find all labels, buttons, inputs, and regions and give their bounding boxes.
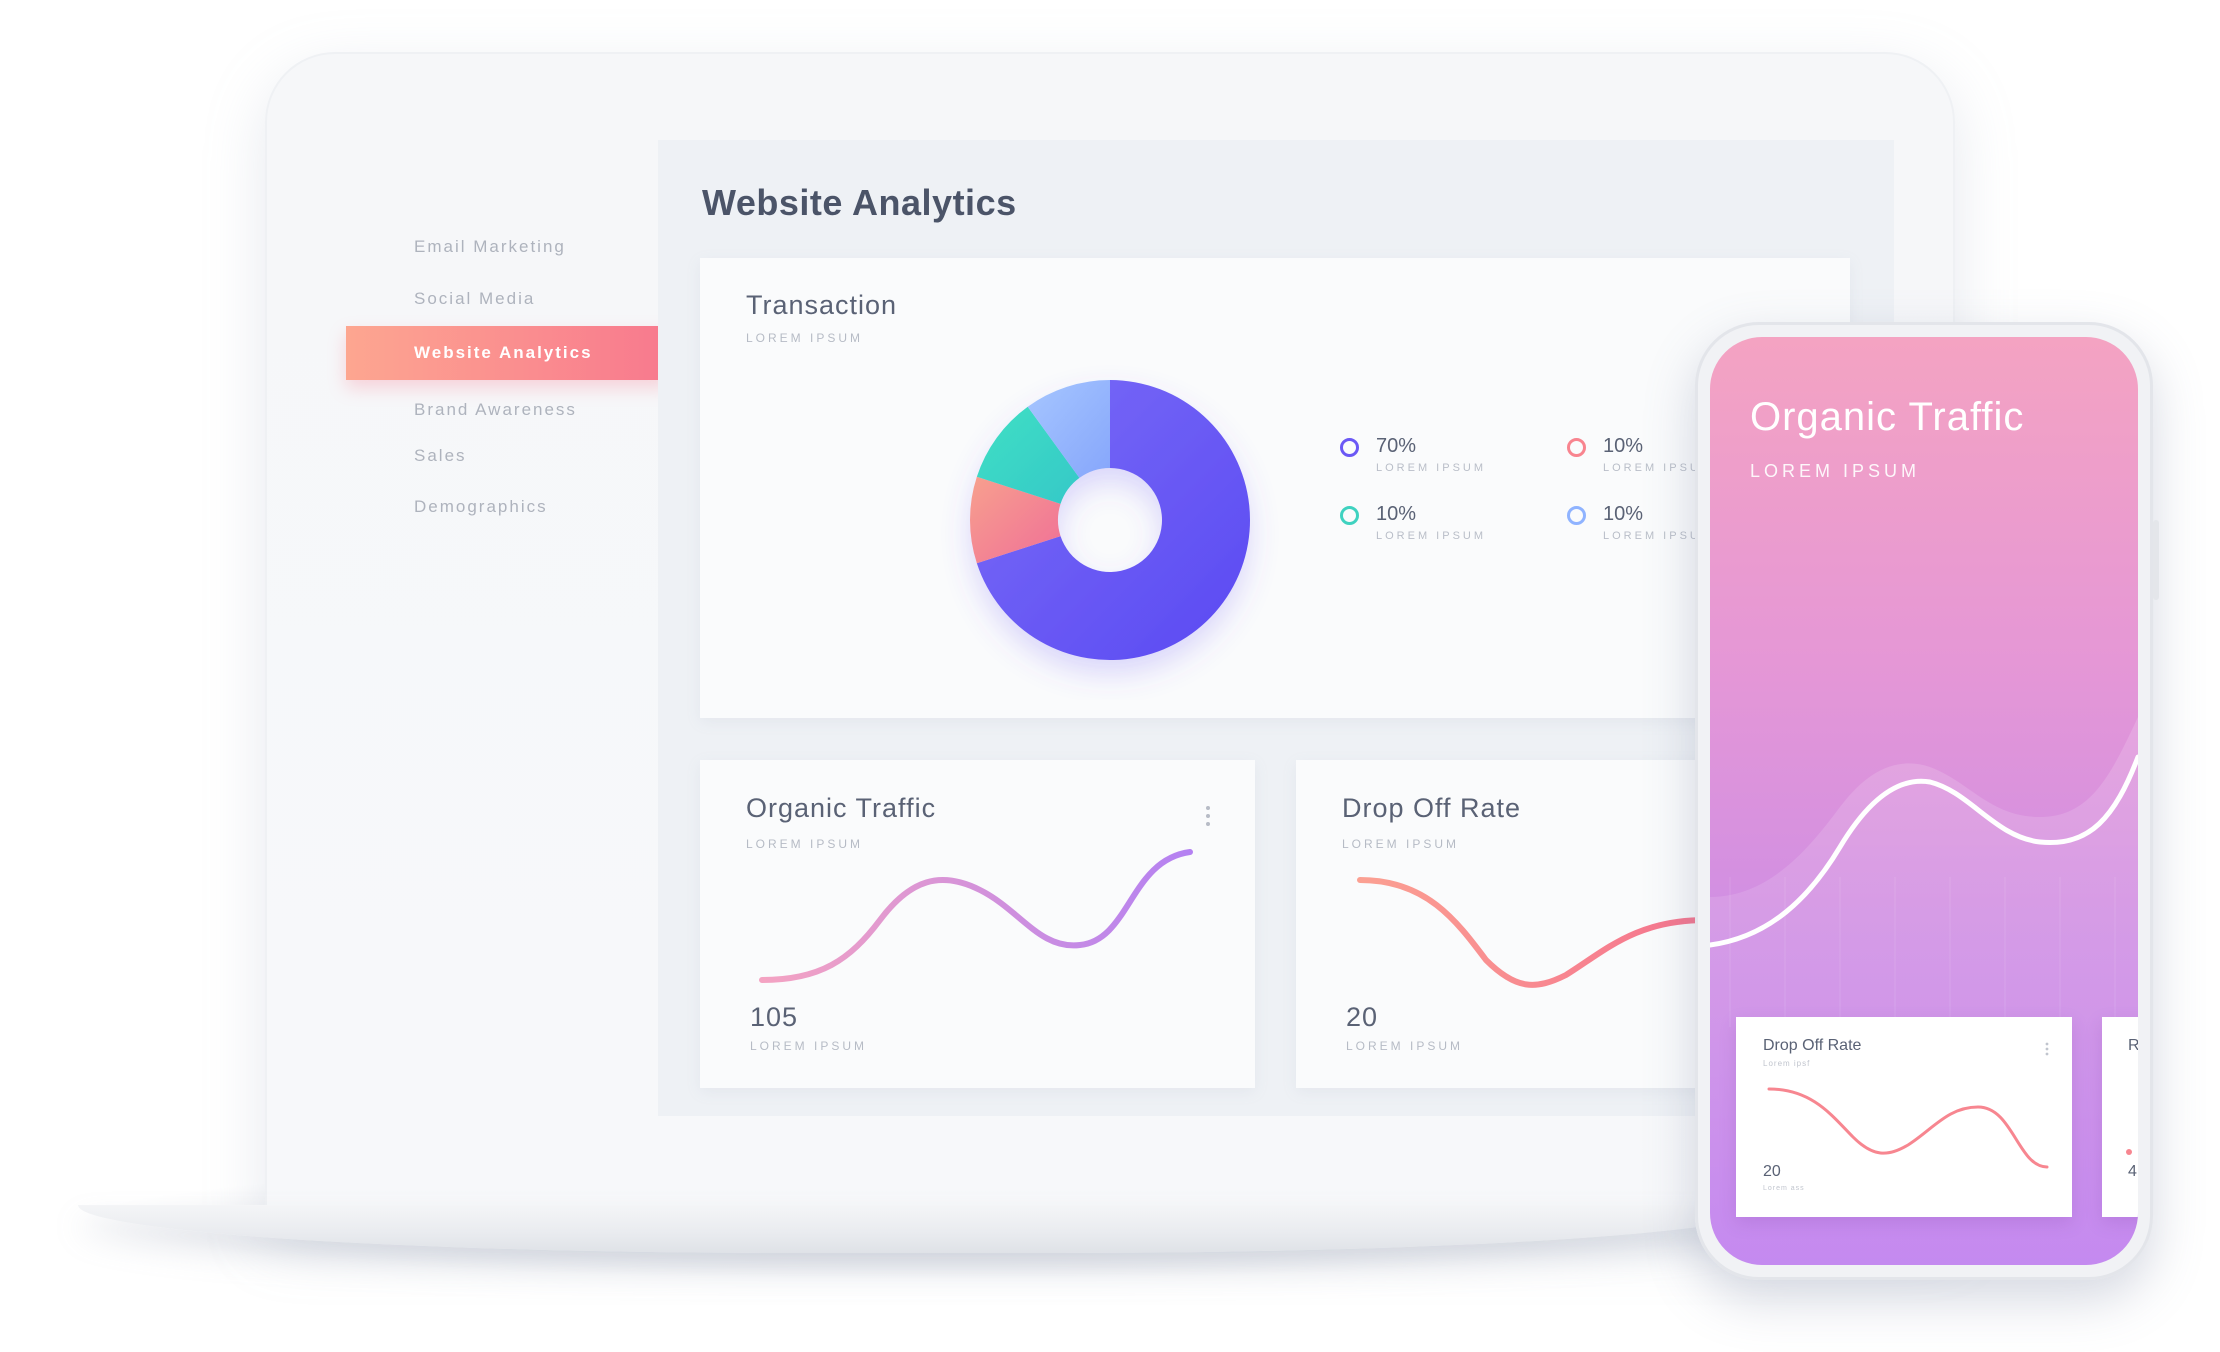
sidebar-item-sales[interactable]: Sales: [414, 441, 467, 471]
organic-traffic-value-label: LOREM IPSUM: [750, 1039, 868, 1053]
more-vertical-icon[interactable]: [2042, 1041, 2052, 1057]
phone-subtitle: LOREM IPSUM: [1750, 461, 1921, 481]
sidebar-item-demographics[interactable]: Demographics: [414, 492, 548, 522]
phone-drop-off-sparkline: [1767, 1087, 2049, 1169]
phone-card2-dot: [2126, 1149, 2132, 1155]
drop-off-rate-value-label: LOREM IPSUM: [1346, 1039, 1464, 1053]
phone-title: Organic Traffic: [1750, 395, 2025, 439]
legend-ring-icon: [1340, 506, 1359, 525]
organic-traffic-sparkline: [759, 849, 1193, 983]
transaction-card-title: Transaction: [746, 290, 898, 320]
phone-card-value: 20: [1763, 1163, 1781, 1180]
more-vertical-icon[interactable]: [1198, 804, 1218, 828]
legend-label: LOREM IPSUM: [1603, 530, 1714, 542]
drop-off-rate-value: 20: [1346, 1002, 1379, 1032]
donut-slice-primary: [976, 380, 1250, 660]
legend-ring-icon: [1567, 506, 1586, 525]
legend-value: 10%: [1603, 503, 1644, 525]
drop-off-rate-subtitle: LOREM IPSUM: [1342, 837, 1460, 851]
organic-traffic-title: Organic Traffic: [746, 793, 937, 823]
sidebar-item-email-marketing[interactable]: Email Marketing: [414, 232, 566, 262]
sidebar-item-label: Sales: [414, 446, 467, 465]
organic-traffic-subtitle: LOREM IPSUM: [746, 837, 864, 851]
phone-screen: Organic Traffic LOREM IPSUM Drop Off Rat…: [1710, 337, 2138, 1265]
donut-slice-light-blue: [1027, 380, 1110, 478]
phone-card2-value: 4: [2128, 1163, 2137, 1180]
legend-label: LOREM IPSUM: [1376, 462, 1487, 474]
donut-chart: [970, 380, 1250, 660]
phone-card-value-label: Lorem ass: [1763, 1185, 1805, 1192]
donut-slice-teal: [976, 406, 1080, 504]
sidebar-item-label: Brand Awareness: [414, 400, 577, 419]
page-title: Website Analytics: [702, 182, 1017, 223]
legend-value: 10%: [1603, 435, 1644, 457]
sidebar-item-social-media[interactable]: Social Media: [414, 284, 535, 314]
donut-slice-coral: [970, 476, 1061, 564]
legend-label: LOREM IPSUM: [1603, 462, 1714, 474]
sidebar-item-label: Website Analytics: [414, 343, 593, 362]
phone-card2-title: R: [2128, 1037, 2138, 1054]
phone-side-button: [2153, 520, 2159, 600]
transaction-card: [700, 258, 1850, 718]
sidebar-item-label: Demographics: [414, 497, 548, 516]
legend-value: 10%: [1376, 503, 1417, 525]
legend-label: LOREM IPSUM: [1376, 530, 1487, 542]
sidebar-item-brand-awareness[interactable]: Brand Awareness: [414, 395, 577, 425]
legend-ring-icon: [1340, 438, 1359, 457]
phone-card-subtitle: Lorem ipsf: [1763, 1059, 1811, 1068]
sidebar-item-website-analytics[interactable]: Website Analytics: [346, 326, 670, 380]
sidebar-item-label: Social Media: [414, 289, 536, 308]
legend-value: 70%: [1376, 435, 1417, 457]
drop-off-rate-title: Drop Off Rate: [1342, 793, 1522, 823]
legend-ring-icon: [1567, 438, 1586, 457]
organic-traffic-card: [700, 760, 1255, 1088]
phone-card-title: Drop Off Rate: [1763, 1037, 1862, 1054]
transaction-card-subtitle: LOREM IPSUM: [746, 331, 864, 345]
organic-traffic-value: 105: [750, 1002, 799, 1032]
sidebar-item-label: Email Marketing: [414, 237, 566, 256]
drop-off-rate-sparkline: [1357, 877, 1709, 988]
phone-second-card: R 4: [2102, 1017, 2138, 1217]
phone-drop-off-card: Drop Off Rate Lorem ipsf 20 Lorem ass: [1736, 1017, 2072, 1217]
